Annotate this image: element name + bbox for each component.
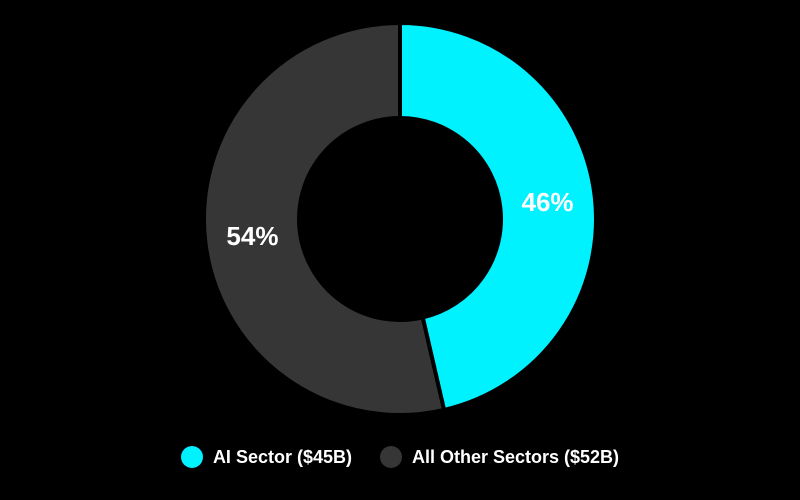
legend-label-other-sectors: All Other Sectors ($52B) [411,446,620,467]
slice-label-other-sectors: 54% [226,221,278,251]
slice-other-sectors[interactable] [202,20,447,417]
legend-label-ai-sector: AI Sector ($45B) [212,446,352,467]
donut-chart: 46% 54% [202,20,598,417]
legend-item-ai-sector[interactable]: AI Sector ($45B) [180,446,352,468]
slice-ai-sector[interactable] [398,20,598,413]
legend-swatch-other-sectors [379,446,402,468]
legend: AI Sector ($45B) All Other Sectors ($52B… [0,446,800,468]
slice-label-ai-sector: 46% [522,187,574,217]
legend-item-other-sectors[interactable]: All Other Sectors ($52B) [379,446,620,468]
legend-swatch-ai-sector [180,446,203,468]
